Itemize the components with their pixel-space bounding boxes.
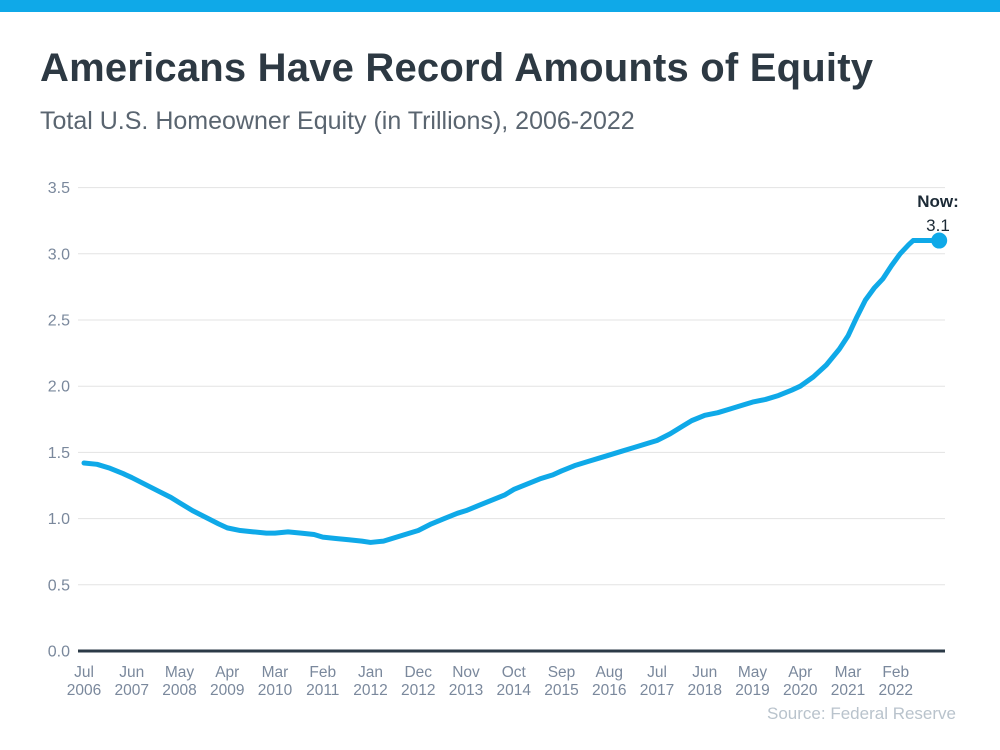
x-tick-month: Apr (215, 664, 239, 681)
x-tick-year: 2014 (497, 682, 532, 699)
x-tick-month: Oct (502, 664, 527, 681)
y-tick-label: 1.0 (48, 511, 70, 528)
x-tick-year: 2018 (688, 682, 722, 699)
x-tick-month: Jul (647, 664, 667, 681)
now-annotation-value: 3.1 (926, 216, 950, 235)
x-tick-month: Jan (358, 664, 383, 681)
x-tick-month: Mar (835, 664, 862, 681)
x-tick-year: 2015 (544, 682, 578, 699)
x-tick-year: 2011 (306, 682, 339, 699)
x-tick-year: 2021 (831, 682, 865, 699)
x-axis-labels: Jul2006Jun2007May2008Apr2009Mar2010Feb20… (67, 664, 913, 699)
y-tick-label: 3.5 (48, 180, 70, 197)
x-tick-year: 2020 (783, 682, 818, 699)
source-attribution: Source: Federal Reserve (767, 704, 956, 723)
x-tick-year: 2010 (258, 682, 293, 699)
x-tick-month: Mar (262, 664, 289, 681)
equity-line-chart: 0.00.51.01.52.02.53.03.5 Jul2006Jun2007M… (48, 180, 959, 699)
x-tick-year: 2012 (401, 682, 435, 699)
x-tick-year: 2013 (449, 682, 483, 699)
y-tick-label: 0.5 (48, 577, 70, 594)
series-endpoint-dot (931, 232, 948, 249)
x-tick-month: Jun (692, 664, 717, 681)
y-tick-label: 3.0 (48, 246, 70, 263)
x-tick-month: Feb (309, 664, 336, 681)
x-tick-month: Feb (882, 664, 909, 681)
x-tick-month: May (165, 664, 195, 681)
x-tick-year: 2006 (67, 682, 101, 699)
x-tick-month: Apr (788, 664, 812, 681)
x-tick-year: 2009 (210, 682, 244, 699)
x-tick-month: Aug (595, 664, 623, 681)
grid-layer: 0.0 0.5 1.0 1.5 2.0 2.5 3.0 3.5 (48, 180, 945, 661)
x-tick-month: Jun (119, 664, 144, 681)
page-title: Americans Have Record Amounts of Equity (40, 46, 874, 90)
y-tick-label: 2.5 (48, 313, 70, 330)
equity-line-series (81, 238, 942, 545)
x-tick-year: 2016 (592, 682, 626, 699)
top-accent-bar (0, 0, 1000, 12)
y-tick-label: 1.5 (48, 445, 70, 462)
now-annotation-label: Now: (917, 192, 959, 211)
x-tick-month: May (738, 664, 768, 681)
x-tick-year: 2007 (115, 682, 149, 699)
y-tick-label: 2.0 (48, 379, 70, 396)
page-subtitle: Total U.S. Homeowner Equity (in Trillion… (40, 107, 635, 135)
x-tick-year: 2008 (162, 682, 196, 699)
x-tick-year: 2012 (353, 682, 387, 699)
x-tick-month: Sep (548, 664, 576, 681)
x-tick-month: Dec (404, 664, 432, 681)
series-layer (81, 232, 948, 545)
x-tick-month: Jul (74, 664, 94, 681)
x-tick-year: 2022 (879, 682, 913, 699)
x-tick-year: 2017 (640, 682, 674, 699)
x-tick-year: 2019 (735, 682, 769, 699)
x-tick-month: Nov (452, 664, 480, 681)
y-tick-label: 0.0 (48, 644, 70, 661)
